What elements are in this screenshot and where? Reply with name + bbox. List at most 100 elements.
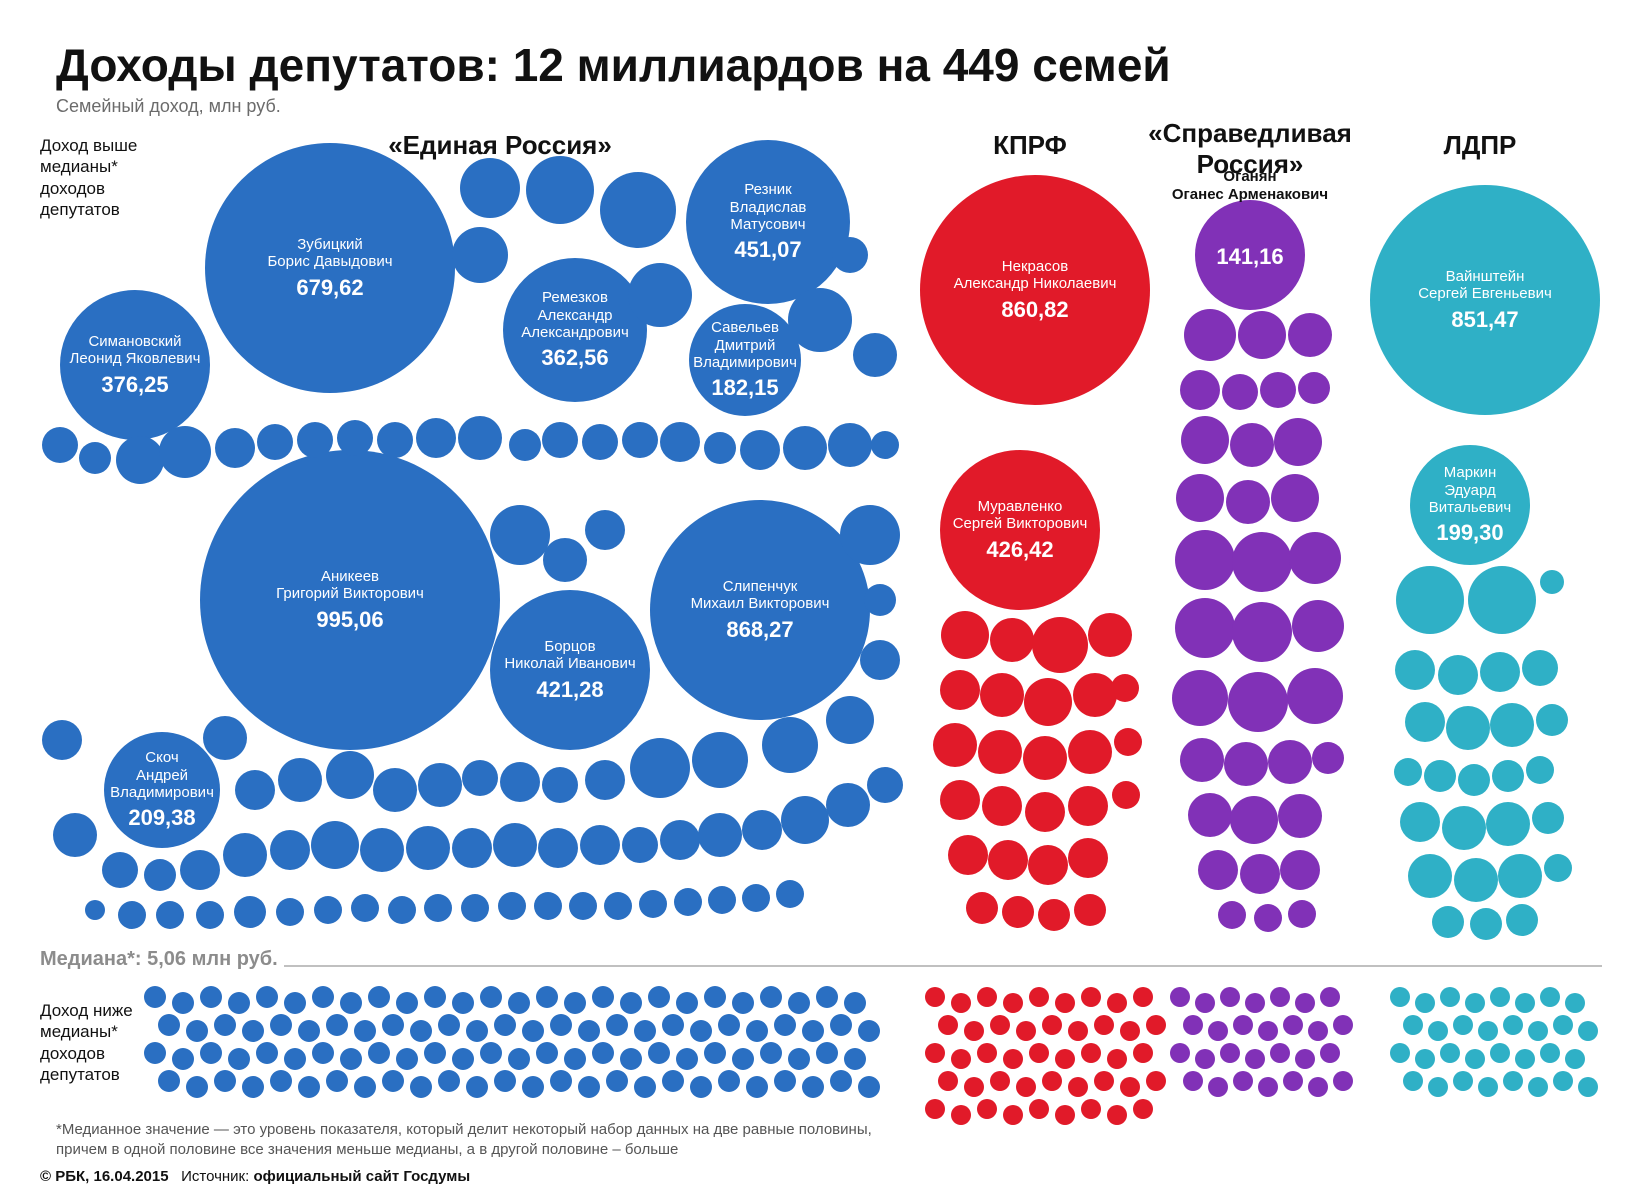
bubble-below-er <box>256 1042 278 1064</box>
bubble-below-ldpr <box>1528 1077 1548 1097</box>
bubble-small-er <box>660 422 700 462</box>
bubble-below-er <box>830 1014 852 1036</box>
bubble-small-sr <box>1312 742 1344 774</box>
bubble-below-kprf <box>1055 1105 1075 1125</box>
bubble-below-er <box>578 1020 600 1042</box>
bubble-small-er <box>674 888 702 916</box>
bubble-below-sr <box>1283 1071 1303 1091</box>
bubble-below-er <box>690 1020 712 1042</box>
bubble-below-er <box>550 1070 572 1092</box>
bubble-below-er <box>564 992 586 1014</box>
bubble-below-sr <box>1258 1021 1278 1041</box>
bubble-below-kprf <box>1003 1105 1023 1125</box>
bubble-below-er <box>298 1020 320 1042</box>
bubble-small-er <box>538 828 578 868</box>
bubble-below-er <box>522 1076 544 1098</box>
bubble-below-sr <box>1245 993 1265 1013</box>
bubble-below-ldpr <box>1478 1021 1498 1041</box>
bubble-small-er <box>462 760 498 796</box>
bubble-below-er <box>634 1076 656 1098</box>
bubble-below-ldpr <box>1490 1043 1510 1063</box>
bubble-small-ldpr <box>1446 706 1490 750</box>
bubble-small-er <box>278 758 322 802</box>
bubble-small-sr <box>1181 416 1229 464</box>
bubble-below-kprf <box>977 987 997 1007</box>
bubble-small-kprf <box>1114 728 1142 756</box>
bubble-small-er <box>526 156 594 224</box>
bubble-small-er <box>860 640 900 680</box>
bubble-small-sr <box>1274 418 1322 466</box>
bubble-below-er <box>732 1048 754 1070</box>
bubble-labeled-kprf: НекрасовАлександр Николаевич860,82 <box>920 175 1150 405</box>
bubble-below-er <box>774 1014 796 1036</box>
bubble-small-er <box>569 892 597 920</box>
bubble-small-er <box>460 158 520 218</box>
bubble-below-er <box>382 1014 404 1036</box>
bubble-below-kprf <box>925 987 945 1007</box>
bubble-small-kprf <box>980 673 1024 717</box>
bubble-below-sr <box>1283 1015 1303 1035</box>
bubble-small-sr <box>1230 423 1274 467</box>
bubble-small-sr <box>1280 850 1320 890</box>
bubble-below-kprf <box>1133 1043 1153 1063</box>
bubble-small-er <box>116 436 164 484</box>
bubble-below-er <box>368 1042 390 1064</box>
bubble-small-sr <box>1287 668 1343 724</box>
bubble-below-er <box>802 1076 824 1098</box>
bubble-small-ldpr <box>1454 858 1498 902</box>
bubble-small-ldpr <box>1506 904 1538 936</box>
bubble-small-sr <box>1260 372 1296 408</box>
bubble-below-ldpr <box>1428 1077 1448 1097</box>
bubble-small-kprf <box>1112 781 1140 809</box>
bubble-below-er <box>760 986 782 1008</box>
bubble-small-er <box>452 828 492 868</box>
bubble-below-er <box>410 1020 432 1042</box>
bubble-small-er <box>215 428 255 468</box>
bubble-small-er <box>509 429 541 461</box>
bubble-below-kprf <box>1081 1043 1101 1063</box>
bubble-small-kprf <box>940 780 980 820</box>
bubble-small-er <box>326 751 374 799</box>
bubble-below-kprf <box>1003 993 1023 1013</box>
bubble-small-kprf <box>1068 838 1108 878</box>
bubble-small-er <box>196 901 224 929</box>
bubble-small-er <box>493 823 537 867</box>
bubble-small-er <box>498 892 526 920</box>
bubble-below-kprf <box>1094 1071 1114 1091</box>
bubble-small-er <box>542 422 578 458</box>
bubble-small-er <box>373 768 417 812</box>
bubble-small-ldpr <box>1458 764 1490 796</box>
bubble-below-er <box>172 1048 194 1070</box>
bubble-labeled-er: АникеевГригорий Викторович995,06 <box>200 450 500 750</box>
bubble-small-sr <box>1172 670 1228 726</box>
bubble-below-er <box>256 986 278 1008</box>
bubble-below-er <box>382 1070 404 1092</box>
bubble-below-er <box>158 1014 180 1036</box>
bubble-below-er <box>312 986 334 1008</box>
bubble-small-er <box>458 416 502 460</box>
bubble-small-sr <box>1271 474 1319 522</box>
bubble-small-er <box>102 852 138 888</box>
bubble-below-er <box>410 1076 432 1098</box>
bubble-below-kprf <box>1146 1071 1166 1091</box>
bubble-small-sr <box>1232 602 1292 662</box>
bubble-below-er <box>788 992 810 1014</box>
bubble-below-er <box>396 992 418 1014</box>
bubble-below-ldpr <box>1415 1049 1435 1069</box>
bubble-small-er <box>144 859 176 891</box>
bubble-small-sr <box>1289 532 1341 584</box>
bubble-below-ldpr <box>1515 993 1535 1013</box>
bubble-small-er <box>406 826 450 870</box>
bubble-below-er <box>312 1042 334 1064</box>
bubble-small-er <box>871 431 899 459</box>
bubble-small-er <box>159 426 211 478</box>
infographic-canvas: Доходы депутатов: 12 миллиардов на 449 с… <box>0 0 1642 1200</box>
bubble-below-ldpr <box>1578 1077 1598 1097</box>
bubble-small-kprf <box>966 892 998 924</box>
bubble-below-er <box>494 1014 516 1036</box>
bubble-small-kprf <box>1028 845 1068 885</box>
bubble-below-er <box>774 1070 796 1092</box>
bubble-below-ldpr <box>1390 987 1410 1007</box>
bubble-below-kprf <box>1055 1049 1075 1069</box>
label-below-median: Доход нижемедианы*доходовдепутатов <box>40 1000 133 1085</box>
